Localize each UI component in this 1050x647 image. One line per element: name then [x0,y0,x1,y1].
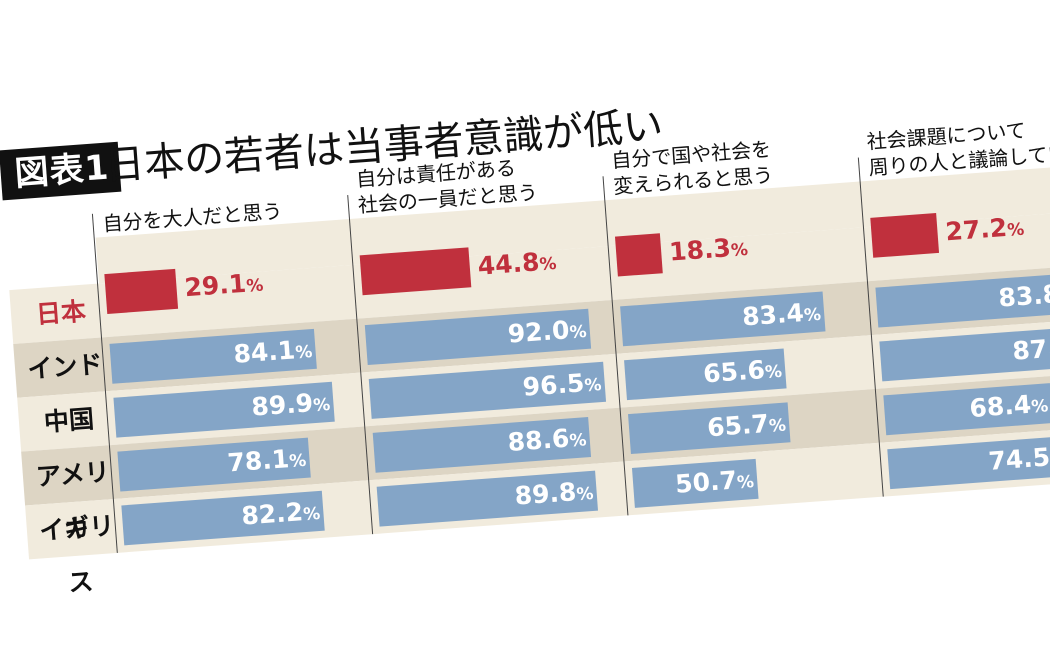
value-number: 89.9 [250,388,315,422]
row-label: イギリス [38,511,116,598]
value-label: 78.1% [226,438,308,487]
value-label: 29.1% [183,263,265,312]
value-label: 50.7% [674,459,756,508]
value-unit: % [568,321,588,344]
value-label: 89.8% [513,471,595,520]
bar-japan [104,268,179,314]
bar-japan [870,213,940,258]
value-label: 74.5% [987,436,1050,485]
value-unit: % [768,415,787,437]
value-number: 96.5 [521,368,586,402]
value-number: 84.1 [232,335,297,369]
value-unit: % [245,275,265,297]
value-number: 74.5 [987,442,1050,476]
value-label: 82.2% [240,491,322,540]
value-unit: % [302,503,321,526]
bar-japan [359,247,472,296]
value-number: 87.7 [1011,332,1050,366]
value-unit: % [575,483,595,506]
value-number: 29.1 [183,268,248,303]
value-unit: % [583,375,603,397]
row-label: 中国 [42,404,95,437]
value-label: 83.8% [997,273,1050,322]
value-unit: % [294,342,314,364]
value-label: 18.3% [668,227,750,276]
value-unit: % [568,430,588,452]
value-label: 88.6% [506,417,588,466]
value-label: 89.9% [250,382,332,431]
row-label: インド [26,349,104,384]
value-label: 87.7% [1011,326,1050,375]
row-label: 日本 [35,296,88,330]
bar-chart: 日本 インド 中国 アメリカ イギリス 自分を大人だと思う 29.1% 84.1% 89.9% 7… [0,0,1050,598]
bar-japan [614,233,663,277]
value-label: 83.4% [741,292,823,341]
value-label: 96.5% [521,362,603,411]
value-label: 92.0% [506,309,588,358]
value-number: 18.3 [668,233,732,267]
value-unit: % [1006,219,1026,241]
value-number: 89.8 [513,477,578,511]
value-unit: % [312,394,332,417]
value-label: 84.1% [232,329,314,378]
value-unit: % [736,472,755,494]
value-label: 44.8% [476,241,558,290]
value-label: 65.6% [702,349,784,398]
value-unit: % [730,239,749,262]
value-label: 27.2% [944,207,1026,256]
value-number: 44.8 [476,247,541,281]
value-unit: % [803,304,822,326]
value-number: 27.2 [944,212,1009,247]
value-number: 68.4 [968,389,1033,424]
value-number: 83.4 [741,298,805,332]
value-number: 50.7 [674,465,738,499]
value-number: 65.6 [702,355,766,389]
value-number: 65.7 [706,408,770,443]
value-label: 65.7% [706,403,788,452]
value-label: 68.4% [968,383,1050,432]
value-unit: % [1030,396,1050,418]
value-unit: % [538,253,558,276]
value-number: 92.0 [506,315,571,349]
value-number: 82.2 [240,497,305,531]
value-number: 83.8 [997,279,1050,313]
value-number: 78.1 [226,444,291,478]
value-unit: % [288,450,308,473]
value-unit: % [764,361,783,383]
value-number: 88.6 [506,423,571,457]
